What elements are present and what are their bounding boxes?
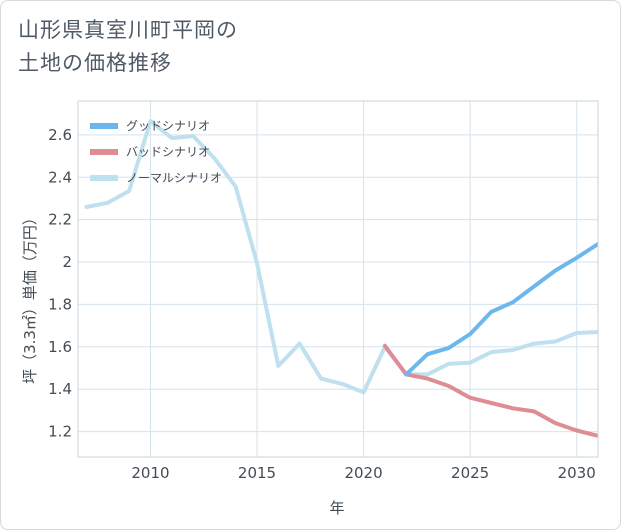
y-tick-label: 2.4 bbox=[48, 168, 72, 186]
y-tick-label: 1.2 bbox=[48, 423, 72, 441]
y-tick-label: 1.4 bbox=[48, 380, 72, 398]
x-tick-label: 2015 bbox=[238, 464, 276, 482]
series-line-1 bbox=[382, 343, 598, 438]
chart-title: 山形県真室川町平岡の 土地の価格推移 bbox=[18, 14, 238, 80]
y-tick-label: 2.6 bbox=[48, 126, 72, 144]
x-tick-label: 2010 bbox=[131, 464, 169, 482]
legend-label: バッドシナリオ bbox=[126, 145, 210, 159]
y-tick-label: 1.6 bbox=[48, 338, 72, 356]
x-tick-label: 2020 bbox=[344, 464, 382, 482]
chart-title-line-1: 山形県真室川町平岡の bbox=[18, 18, 238, 42]
x-tick-label: 2030 bbox=[558, 464, 596, 482]
series-lines bbox=[84, 119, 598, 438]
chart-title-line-2: 土地の価格推移 bbox=[18, 51, 172, 75]
y-tick-label: 1.8 bbox=[48, 295, 72, 313]
tick-labels: 2010 2015 2020 2025 2030 1.2 1.4 1.6 1.8 2 2.2 2.4 2… bbox=[48, 126, 596, 482]
series-line-2 bbox=[84, 119, 598, 395]
y-tick-label: 2.2 bbox=[48, 211, 72, 229]
plot-border bbox=[77, 100, 599, 458]
plot-frame bbox=[77, 100, 599, 458]
x-tick-label: 2025 bbox=[451, 464, 489, 482]
x-axis-label: 年 bbox=[329, 499, 344, 517]
y-axis-label: 坪（3.3㎡）単価（万円） bbox=[21, 210, 39, 384]
y-tick-label: 2 bbox=[62, 253, 72, 271]
series-line-0 bbox=[404, 242, 598, 377]
grid-lines bbox=[78, 101, 598, 457]
legend-label: グッドシナリオ bbox=[126, 119, 210, 133]
legend-label: ノーマルシナリオ bbox=[126, 171, 222, 185]
